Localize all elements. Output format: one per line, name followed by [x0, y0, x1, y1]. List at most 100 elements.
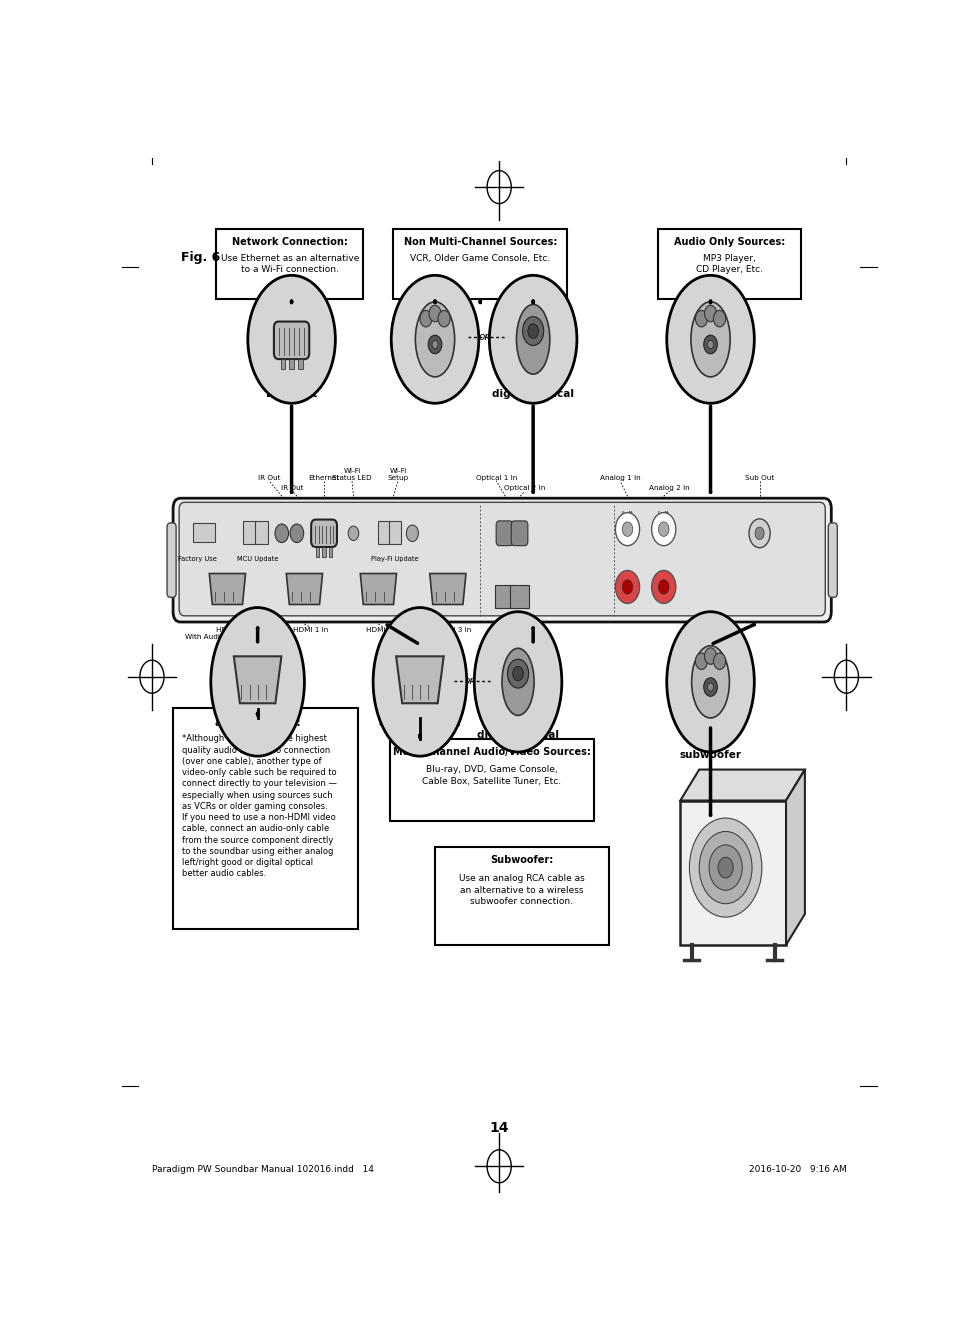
FancyBboxPatch shape [281, 359, 285, 370]
FancyBboxPatch shape [681, 800, 786, 945]
Circle shape [707, 340, 714, 348]
Circle shape [658, 580, 669, 594]
Text: VCR, Older Game Console, Etc.: VCR, Older Game Console, Etc. [410, 253, 550, 263]
Circle shape [749, 519, 770, 548]
FancyBboxPatch shape [378, 521, 391, 544]
Circle shape [658, 521, 669, 536]
Polygon shape [786, 769, 805, 945]
Text: audio &video:
HDMI*: audio &video: HDMI* [379, 718, 461, 741]
Text: 14: 14 [489, 1120, 509, 1135]
Text: Use an analog RCA cable as
an alternative to a wireless
subwoofer connection.: Use an analog RCA cable as an alternativ… [459, 874, 584, 906]
Text: Fig. 6: Fig. 6 [180, 251, 220, 264]
Circle shape [652, 513, 676, 545]
Text: Television: Television [238, 716, 293, 726]
Ellipse shape [373, 607, 467, 756]
FancyBboxPatch shape [496, 584, 513, 607]
Text: Subwoofer:: Subwoofer: [490, 855, 553, 866]
Text: Optical 1 In: Optical 1 In [475, 474, 517, 481]
Circle shape [622, 521, 633, 536]
Ellipse shape [474, 611, 562, 752]
FancyBboxPatch shape [243, 521, 256, 544]
Polygon shape [234, 657, 281, 704]
Ellipse shape [502, 649, 534, 716]
Text: audio:
analog: audio: analog [691, 377, 730, 399]
Text: Optical 2 In: Optical 2 In [505, 485, 545, 490]
Text: Multi-Channel Audio/Video Sources:: Multi-Channel Audio/Video Sources: [393, 746, 590, 757]
Text: Right
Red: Right Red [619, 580, 636, 591]
Circle shape [695, 653, 707, 670]
Ellipse shape [692, 646, 730, 718]
Text: Left
White: Left White [655, 511, 673, 521]
FancyBboxPatch shape [511, 521, 528, 545]
Text: HDMI 1 In: HDMI 1 In [293, 627, 328, 634]
Circle shape [438, 311, 450, 327]
Polygon shape [360, 574, 396, 604]
Circle shape [429, 335, 442, 354]
Circle shape [704, 647, 717, 665]
Circle shape [616, 571, 640, 603]
Text: Network Connection:: Network Connection: [232, 237, 348, 247]
Polygon shape [396, 657, 444, 704]
FancyBboxPatch shape [173, 498, 832, 622]
Ellipse shape [210, 607, 305, 756]
Circle shape [512, 666, 523, 681]
Text: Analog 1 In: Analog 1 In [600, 474, 640, 481]
Text: HDMI Out
With Audio Return Channel: HDMI Out With Audio Return Channel [185, 627, 282, 641]
Polygon shape [209, 574, 245, 604]
Text: HDMI 2 In: HDMI 2 In [366, 627, 401, 634]
Text: audio:
digital optical: audio: digital optical [477, 718, 559, 741]
Circle shape [507, 659, 529, 687]
Circle shape [704, 306, 717, 322]
Circle shape [718, 858, 733, 878]
FancyBboxPatch shape [389, 521, 401, 544]
Polygon shape [681, 769, 805, 800]
Circle shape [349, 527, 358, 540]
Circle shape [616, 513, 640, 545]
Text: *Although HDMI offers the highest
quality audio and video connection
(over one c: *Although HDMI offers the highest qualit… [182, 734, 337, 878]
FancyBboxPatch shape [168, 523, 176, 598]
Circle shape [704, 335, 717, 354]
Ellipse shape [489, 275, 577, 403]
Text: Right
Red: Right Red [656, 580, 672, 591]
Circle shape [707, 683, 714, 691]
Circle shape [690, 817, 762, 917]
FancyBboxPatch shape [298, 359, 303, 370]
Text: Non Multi-Channel Sources:: Non Multi-Channel Sources: [403, 237, 557, 247]
Text: or: or [464, 675, 474, 686]
Text: audio:
analog
subwoofer: audio: analog subwoofer [680, 725, 741, 760]
Ellipse shape [667, 611, 754, 752]
Polygon shape [430, 574, 466, 604]
FancyBboxPatch shape [316, 547, 319, 557]
Circle shape [406, 525, 419, 541]
Text: MP3 Player,
CD Player, Etc.: MP3 Player, CD Player, Etc. [695, 253, 763, 275]
Polygon shape [286, 574, 322, 604]
Text: audio & video:
HDMI*: audio & video: HDMI* [215, 718, 300, 741]
Text: network:
Ethernet: network: Ethernet [265, 377, 318, 399]
Text: Left
White: Left White [618, 511, 637, 521]
Text: audio:
digital optical: audio: digital optical [492, 377, 574, 399]
Text: Wi-Fi
Setup: Wi-Fi Setup [388, 468, 409, 481]
Circle shape [432, 340, 438, 348]
Circle shape [709, 846, 742, 890]
FancyBboxPatch shape [329, 547, 332, 557]
FancyBboxPatch shape [289, 359, 294, 370]
Text: Audio Only Sources:: Audio Only Sources: [674, 237, 785, 247]
Circle shape [420, 311, 432, 327]
Circle shape [290, 524, 304, 543]
Circle shape [528, 324, 539, 338]
Circle shape [695, 311, 707, 327]
Ellipse shape [516, 304, 550, 374]
Circle shape [429, 306, 441, 322]
Circle shape [275, 524, 288, 543]
Text: IR Out: IR Out [281, 485, 304, 490]
FancyBboxPatch shape [496, 521, 512, 545]
Ellipse shape [691, 302, 730, 377]
Text: Paradigm PW Soundbar Manual 102016.indd   14: Paradigm PW Soundbar Manual 102016.indd … [152, 1166, 374, 1174]
Circle shape [714, 311, 726, 327]
Text: Analog 2 In: Analog 2 In [650, 485, 691, 490]
FancyBboxPatch shape [510, 584, 529, 607]
FancyBboxPatch shape [828, 523, 838, 598]
FancyBboxPatch shape [311, 520, 337, 547]
Text: or: or [479, 332, 489, 342]
Text: Blu-ray, DVD, Game Console,
Cable Box, Satellite Tuner, Etc.: Blu-ray, DVD, Game Console, Cable Box, S… [422, 765, 561, 787]
